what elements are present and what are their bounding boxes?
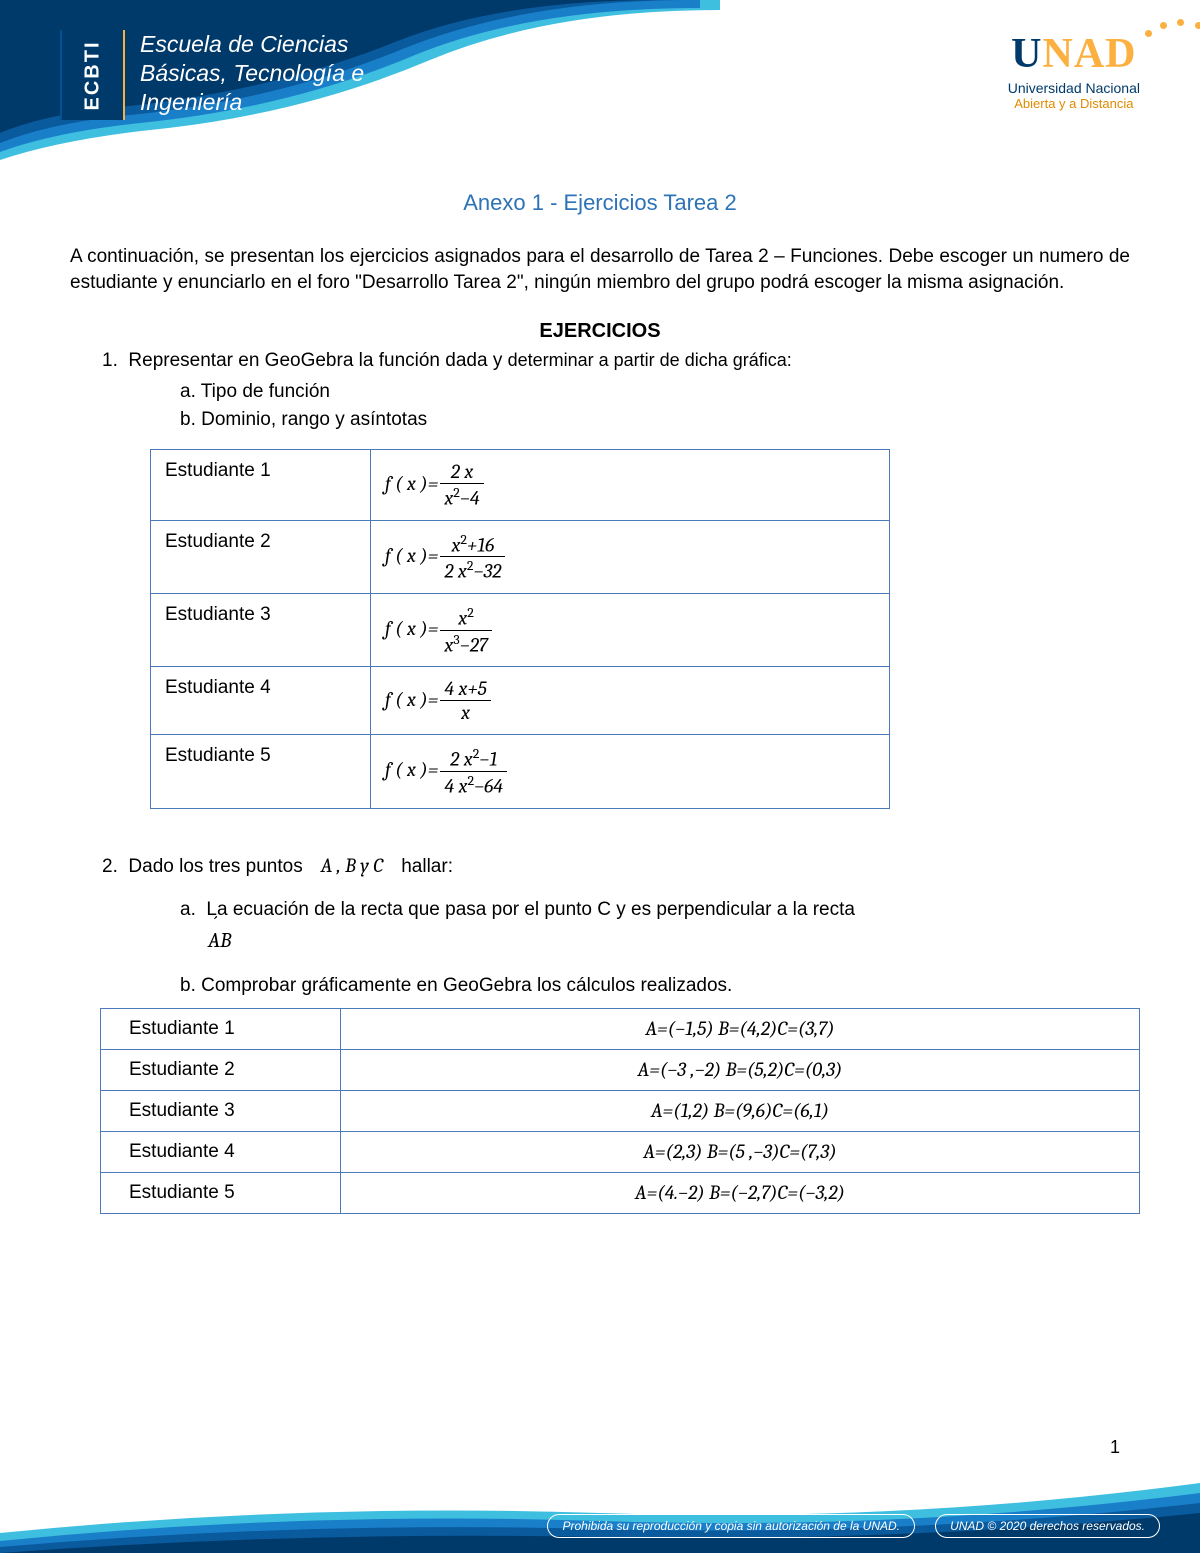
footer-copyright-notice: Prohibida su reproducción y copia sin au… [547, 1514, 915, 1538]
exercise-1-line: 1. Representar en GeoGebra la función da… [102, 348, 1130, 375]
ex1-sub-a: a. Tipo de función [180, 379, 1130, 406]
unad-logo-nad: NAD [1043, 31, 1137, 77]
functions-table: Estudiante 1f ( x )=2 xx2−4Estudiante 2f… [150, 449, 890, 809]
unad-logo: UNAD Universidad Nacional Abierta y a Di… [1008, 30, 1140, 111]
points-cell: A=(−1,5) B=(4,2)C=(3,7) [341, 1009, 1140, 1050]
ex2-text: Dado los tres puntos [128, 856, 302, 877]
exercise-2-line: 2. Dado los tres puntos A , B y C hallar… [102, 854, 1130, 878]
table-row: Estudiante 5f ( x )=2 x2−14 x2−64 [151, 735, 890, 808]
student-label: Estudiante 5 [101, 1173, 341, 1214]
ex2-ab-segment: AB [208, 926, 231, 958]
school-name: Escuela de Ciencias Básicas, Tecnología … [140, 30, 364, 116]
ex2-sub-a: a. La ecuación de la recta que pasa por … [180, 896, 1130, 958]
ecbti-label: ECBTI [81, 40, 104, 110]
ex1-sub-b: b. Dominio, rango y asíntotas [180, 407, 1130, 434]
function-cell: f ( x )=x2+162 x2−32 [371, 520, 890, 593]
function-cell: f ( x )=2 x2−14 x2−64 [371, 735, 890, 808]
points-cell: A=(4.−2) B=(−2,7)C=(−3,2) [341, 1173, 1140, 1214]
student-label: Estudiante 2 [151, 520, 371, 593]
table-row: Estudiante 5A=(4.−2) B=(−2,7)C=(−3,2) [101, 1173, 1140, 1214]
function-cell: f ( x )=x2x3−27 [371, 594, 890, 667]
function-cell: f ( x )=2 xx2−4 [371, 450, 890, 521]
points-cell: A=(1,2) B=(9,6)C=(6,1) [341, 1091, 1140, 1132]
ex1-number: 1. [102, 350, 118, 371]
footer-rights: UNAD © 2020 derechos reservados. [935, 1514, 1160, 1538]
unad-sub1: Universidad Nacional [1008, 80, 1140, 96]
page-number: 1 [1110, 1437, 1120, 1458]
ex2-hallar: hallar: [401, 856, 453, 878]
unad-logo-u: U [1011, 31, 1042, 77]
ex2-abc: A , B y C [321, 854, 384, 877]
school-line3: Ingeniería [140, 88, 364, 117]
school-line1: Escuela de Ciencias [140, 30, 364, 59]
intro-paragraph: A continuación, se presentan los ejercic… [70, 244, 1130, 295]
function-cell: f ( x )=4 x+5x [371, 667, 890, 735]
points-table: Estudiante 1A=(−1,5) B=(4,2)C=(3,7)Estud… [100, 1008, 1140, 1214]
table-row: Estudiante 3A=(1,2) B=(9,6)C=(6,1) [101, 1091, 1140, 1132]
table-row: Estudiante 4A=(2,3) B=(5 ,−3)C=(7,3) [101, 1132, 1140, 1173]
ejercicios-heading: EJERCICIOS [70, 320, 1130, 343]
student-label: Estudiante 5 [151, 735, 371, 808]
ex2-sub-b: b. Comprobar gráficamente en GeoGebra lo… [180, 972, 1130, 1001]
ecbti-badge: ECBTI [60, 30, 125, 120]
ex1-text-b: determinar a partir de dicha gráfica: [508, 350, 792, 370]
student-label: Estudiante 1 [151, 450, 371, 521]
ex2-number: 2. [102, 856, 118, 877]
student-label: Estudiante 2 [101, 1050, 341, 1091]
student-label: Estudiante 3 [101, 1091, 341, 1132]
table-row: Estudiante 2f ( x )=x2+162 x2−32 [151, 520, 890, 593]
table-row: Estudiante 2A=(−3 ,−2) B=(5,2)C=(0,3) [101, 1050, 1140, 1091]
table-row: Estudiante 4f ( x )=4 x+5x [151, 667, 890, 735]
unad-sub2: Abierta y a Distancia [1008, 96, 1140, 111]
table-row: Estudiante 1A=(−1,5) B=(4,2)C=(3,7) [101, 1009, 1140, 1050]
student-label: Estudiante 3 [151, 594, 371, 667]
points-cell: A=(2,3) B=(5 ,−3)C=(7,3) [341, 1132, 1140, 1173]
student-label: Estudiante 4 [101, 1132, 341, 1173]
points-cell: A=(−3 ,−2) B=(5,2)C=(0,3) [341, 1050, 1140, 1091]
table-row: Estudiante 1f ( x )=2 xx2−4 [151, 450, 890, 521]
ex2-sub-a-prefix: a. [180, 899, 196, 920]
document-title: Anexo 1 - Ejercicios Tarea 2 [70, 190, 1130, 216]
student-label: Estudiante 1 [101, 1009, 341, 1050]
ex2-sub-a-text: La ecuación de la recta que pasa por el … [206, 899, 855, 920]
student-label: Estudiante 4 [151, 667, 371, 735]
document-body: Anexo 1 - Ejercicios Tarea 2 A continuac… [70, 190, 1130, 1214]
ex1-text-a: Representar en GeoGebra la función dada … [128, 350, 507, 371]
school-line2: Básicas, Tecnología e [140, 59, 364, 88]
table-row: Estudiante 3f ( x )=x2x3−27 [151, 594, 890, 667]
